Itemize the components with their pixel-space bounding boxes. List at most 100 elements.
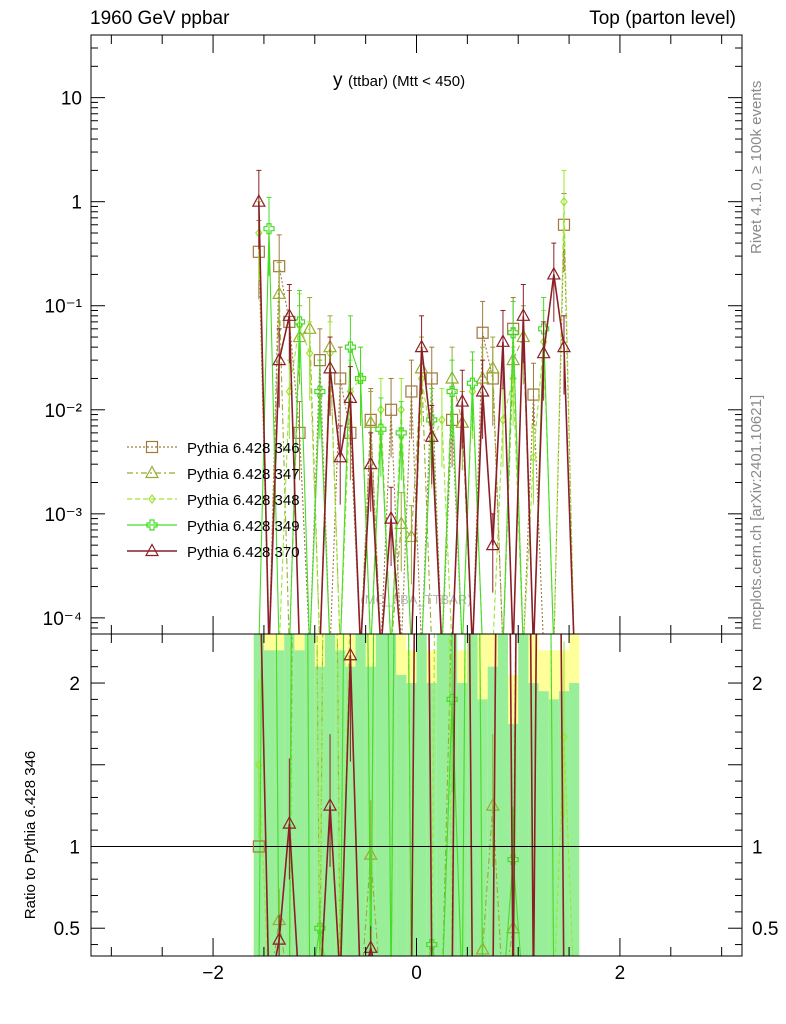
ratio-y-tick-label-right: 0.5 [752,919,778,940]
data-point [334,372,347,385]
data-point [251,193,266,207]
legend-label-0: Pythia 6.428 346 [187,440,300,457]
ratio-y-tick-label: 2 [69,674,80,695]
data-point [282,308,297,321]
y-tick-label: 10⁻¹ [45,297,83,318]
data-point [263,223,275,235]
header-right: Top (parton level) [589,8,736,29]
band-green-29 [548,699,559,956]
band-green-2 [274,650,285,956]
title-main: y [333,70,343,91]
legend-marker-2 [148,494,156,504]
title-sub: (ttbar) (Mtt < 450) [348,73,465,90]
band-green-15 [406,683,417,956]
band-green-21 [467,634,478,956]
chart-title: y (ttbar) (Mtt < 450) [333,70,465,91]
ratio-data-point [272,931,287,945]
data-point [475,383,490,397]
data-point [455,393,470,407]
ratio-data-point [485,797,500,811]
data-point [272,286,287,299]
ratio-data-point [363,940,378,953]
ratio-data-point [314,922,326,934]
data-point [323,360,338,374]
data-point [485,360,500,374]
ratio-data-point [363,846,378,860]
band-green-5 [304,634,315,956]
header-left: 1960 GeV ppbar [90,8,230,29]
data-point [343,390,358,404]
data-point [384,510,399,524]
data-point [560,196,568,207]
legend-label-1: Pythia 6.428 347 [187,466,300,483]
legend-marker-3 [146,519,158,531]
band-green-16 [416,634,427,956]
data-point [509,373,517,384]
band-green-13 [385,634,397,956]
data-point [384,403,398,416]
data-point [426,414,438,426]
band-green-1 [263,650,275,956]
ratio-y-axis: 0.5 0.5 1 1 2 2 [54,649,778,946]
band-green-27 [528,683,539,956]
data-point [424,429,439,442]
main-plot-area [251,169,575,634]
ratio-y-tick-label: 1 [69,837,80,858]
x-tick-label: 0 [411,963,422,984]
data-point [527,388,540,401]
y-tick-label: 10⁻⁴ [43,609,82,630]
data-point [293,426,306,439]
ratio-data-point [323,797,338,811]
ratio-plot-area [255,634,574,956]
band-green-19 [447,634,458,956]
ratio-data-point [507,853,519,866]
legend-label-2: Pythia 6.428 348 [187,492,300,509]
band-green-26 [518,634,529,956]
x-tick-label: −2 [202,963,224,984]
legend: Pythia 6.428 346 Pythia 6.428 347 Pythia 6… [127,440,300,561]
band-green-17 [426,683,437,956]
x-axis: −2 0 2 [110,35,723,984]
data-point [446,385,458,398]
band-green-9 [345,666,356,956]
data-point [414,339,429,353]
x-tick-label: 2 [615,963,626,984]
band-green-14 [396,674,407,956]
ratio-y-axis-label: Ratio to Pythia 6.428 346 [22,751,39,919]
data-point [394,516,409,530]
y-tick-label: 10 [61,89,82,110]
data-point [529,452,538,463]
band-green-18 [436,634,448,956]
data-point [556,339,572,353]
data-point [272,352,287,366]
data-point [395,427,407,439]
data-point [466,377,479,389]
data-point [425,372,438,385]
data-point [507,327,519,339]
band-green-20 [457,683,468,956]
ratio-y-tick-label-right: 2 [752,674,763,695]
data-point [363,456,378,470]
series-line-4 [258,201,575,634]
ratio-data-point [426,938,438,951]
data-point [546,266,561,280]
ratio-data-point [343,647,358,661]
data-point [404,529,419,543]
legend-label-4: Pythia 6.428 370 [187,544,300,561]
data-point [405,385,418,398]
band-green-6 [314,666,325,956]
main-y-axis: 10⁻⁴ 10⁻³ 10⁻² 10⁻¹ 1 10 [43,34,742,635]
legend-marker-0 [145,440,159,454]
data-point [536,345,551,359]
data-point [363,415,378,428]
y-tick-label: 1 [71,193,82,214]
data-point [354,372,367,385]
legend-marker-4 [144,543,160,557]
series-4 [251,169,575,634]
data-point [333,449,348,463]
uncertainty-bands [253,634,580,956]
data-point [344,341,356,353]
data-point [438,414,446,425]
ratio-y-tick-label: 0.5 [54,919,80,940]
